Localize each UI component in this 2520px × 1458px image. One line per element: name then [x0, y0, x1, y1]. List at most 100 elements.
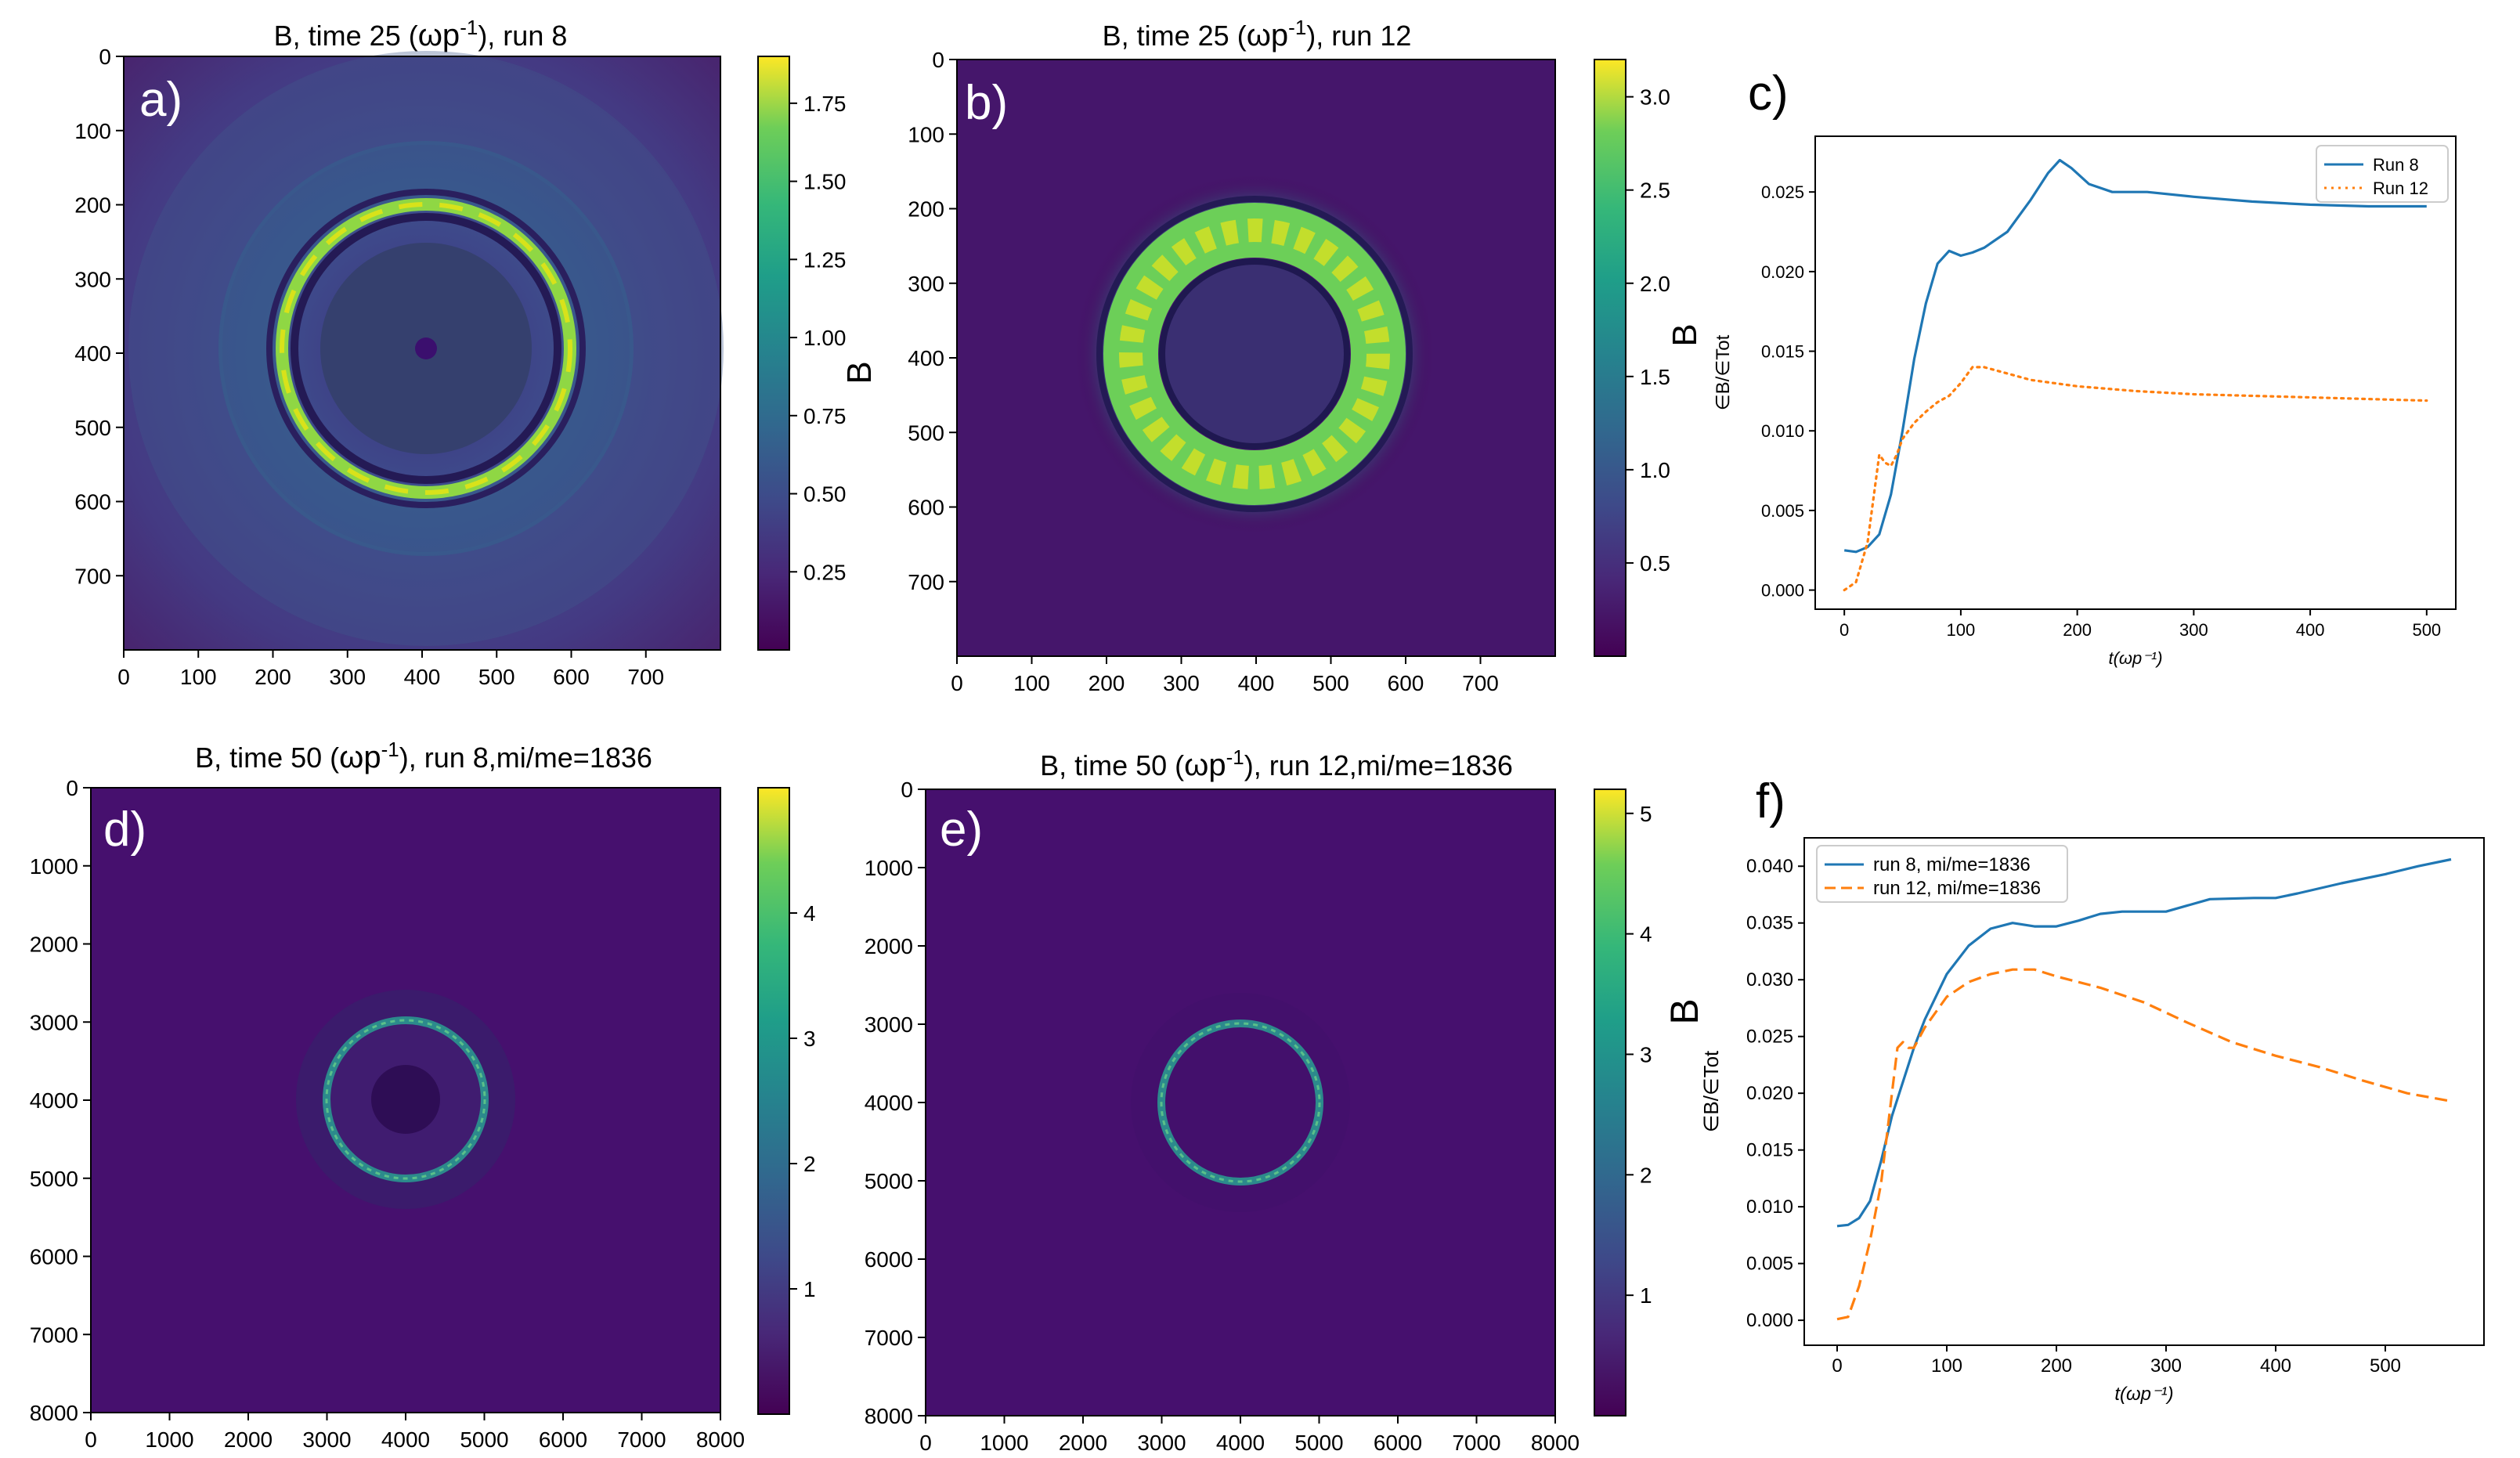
- y-tick-label: 4000: [30, 1088, 78, 1113]
- x-tick-label: 400: [2296, 620, 2325, 640]
- x-tick-label: 7000: [1452, 1431, 1500, 1455]
- x-tick-label: 300: [1163, 671, 1200, 695]
- y-tick-label: 200: [74, 193, 111, 218]
- x-tick-label: 0: [85, 1427, 97, 1452]
- y-tick-label: 0.035: [1746, 913, 1793, 934]
- y-tick-label: 0.025: [1746, 1027, 1793, 1048]
- heatmap-b-ring-highlight: [1119, 218, 1390, 489]
- x-tick-label: 4000: [1216, 1431, 1265, 1455]
- y-tick-label: 700: [908, 570, 944, 594]
- colorbar-tick-label: 2: [803, 1152, 816, 1176]
- y-tick-label: 400: [74, 341, 111, 366]
- y-tick-label: 3000: [30, 1010, 78, 1034]
- series-line-run-8: [1843, 158, 2427, 554]
- x-tick-label: 8000: [1531, 1431, 1580, 1455]
- y-tick-label: 7000: [865, 1326, 913, 1350]
- colorbar-tick-label: 3: [803, 1027, 816, 1051]
- colorbar-tick-label: 1: [803, 1277, 816, 1301]
- colorbar-tick-label: 0.50: [803, 482, 847, 507]
- x-tick-label: 0: [1839, 620, 1849, 640]
- y-tick-label: 500: [74, 416, 111, 440]
- y-tick-label: 2000: [865, 934, 913, 958]
- colorbar-tick-label: 1.75: [803, 92, 847, 116]
- panel-b: B, time 25 (ωp-1), run 12 b) 0 100 200 300 4…: [908, 16, 1704, 695]
- panel-c: c) 0 100 200 300 400 5000.0000.0050.0100.0150…: [1713, 67, 2457, 668]
- colorbar-tick-label: 4: [1640, 922, 1652, 947]
- colorbar-tick-label: 1.5: [1640, 365, 1670, 389]
- x-tick-label: 400: [404, 665, 441, 689]
- colorbar-e-label: B: [1663, 998, 1706, 1024]
- plot-area: [1803, 837, 2485, 1346]
- y-tick-label: 0.010: [1746, 1196, 1793, 1218]
- y-tick-label: 600: [74, 490, 111, 514]
- y-tick-label: 3000: [865, 1012, 913, 1037]
- y-tick-label: 500: [908, 420, 944, 445]
- heatmap-d-center: [371, 1065, 440, 1134]
- y-tick-label: 0.005: [1746, 1254, 1793, 1275]
- colorbar-tick-label: 0.5: [1640, 551, 1670, 576]
- y-axis-label: ∈B/∈Tot: [1699, 1050, 1723, 1132]
- panel-e-title: B, time 50 (ωp-1), run 12,mi/me=1836: [1040, 745, 1513, 782]
- colorbar-tick-label: 0.75: [803, 404, 847, 428]
- y-tick-label: 0.020: [1746, 1083, 1793, 1104]
- x-tick-label: 100: [180, 665, 217, 689]
- x-tick-label: 7000: [617, 1427, 666, 1452]
- legend-box: [2316, 145, 2449, 203]
- y-tick-label: 0.010: [1761, 421, 1804, 441]
- y-tick-label: 6000: [865, 1247, 913, 1272]
- x-tick-label: 300: [2179, 620, 2208, 640]
- y-tick-label: 100: [74, 119, 111, 143]
- colorbar-tick-label: 3.0: [1640, 85, 1670, 110]
- y-tick-label: 0.020: [1761, 262, 1804, 282]
- legend-label: run 12, mi/me=1836: [1873, 878, 2041, 899]
- x-tick-label: 600: [1388, 671, 1424, 695]
- x-tick-label: 500: [1312, 671, 1349, 695]
- panel-d-title: B, time 50 (ωp-1), run 8,mi/me=1836: [195, 738, 652, 774]
- heatmap-e-ring-highlight: [1160, 1022, 1321, 1183]
- colorbar-tick-label: 1.25: [803, 247, 847, 272]
- y-tick-label: 0.040: [1746, 856, 1793, 877]
- y-tick-label: 0: [901, 778, 913, 802]
- heatmap-b-outer-rim: [1096, 196, 1413, 512]
- x-tick-label: 3000: [302, 1427, 351, 1452]
- colorbar-tick-label: 2.0: [1640, 272, 1670, 296]
- x-tick-label: 300: [2150, 1355, 2182, 1377]
- x-tick-label: 0: [919, 1431, 932, 1455]
- y-tick-label: 2000: [30, 933, 78, 957]
- x-tick-label: 6000: [539, 1427, 587, 1452]
- x-axis-label: t(ωp⁻¹): [2114, 1384, 2173, 1405]
- heatmap-e-axes: 0 1000 2000 3000 4000 5000 6000 7000 80000100020…: [865, 778, 1580, 1455]
- y-tick-label: 6000: [30, 1245, 78, 1269]
- colorbar-tick-label: 0.25: [803, 560, 847, 584]
- colorbar-tick-label: 4: [803, 901, 816, 926]
- y-axis-label: ∈B/∈Tot: [1713, 334, 1734, 410]
- y-tick-label: 0: [99, 45, 111, 69]
- y-tick-label: 1000: [30, 854, 78, 879]
- panel-e-label: e): [940, 803, 983, 857]
- colorbar-b-label: B: [1666, 323, 1704, 346]
- y-tick-label: 600: [908, 496, 944, 520]
- heatmap-a-halo: [128, 51, 724, 646]
- x-tick-label: 500: [478, 665, 515, 689]
- x-tick-label: 5000: [1294, 1431, 1343, 1455]
- y-tick-label: 5000: [865, 1169, 913, 1193]
- x-tick-label: 200: [2041, 1355, 2072, 1377]
- x-tick-label: 200: [1089, 671, 1125, 695]
- y-tick-label: 0: [66, 776, 78, 800]
- x-tick-label: 400: [2260, 1355, 2291, 1377]
- y-tick-label: 0: [932, 48, 944, 72]
- heatmap-d-ring-highlight: [325, 1019, 486, 1180]
- legend-box: [1816, 845, 2068, 903]
- y-tick-label: 0.015: [1761, 342, 1804, 362]
- y-tick-label: 0.000: [1761, 581, 1804, 601]
- colorbar-b: [1594, 59, 1626, 657]
- y-tick-label: 4000: [865, 1091, 913, 1115]
- y-tick-label: 8000: [30, 1401, 78, 1425]
- y-tick-label: 300: [74, 267, 111, 291]
- heatmap-a-dark-rim: [291, 213, 561, 484]
- x-tick-label: 4000: [381, 1427, 430, 1452]
- x-tick-label: 600: [553, 665, 590, 689]
- panel-a-title: B, time 25 (ωp-1), run 8: [274, 16, 568, 52]
- x-tick-label: 2000: [224, 1427, 273, 1452]
